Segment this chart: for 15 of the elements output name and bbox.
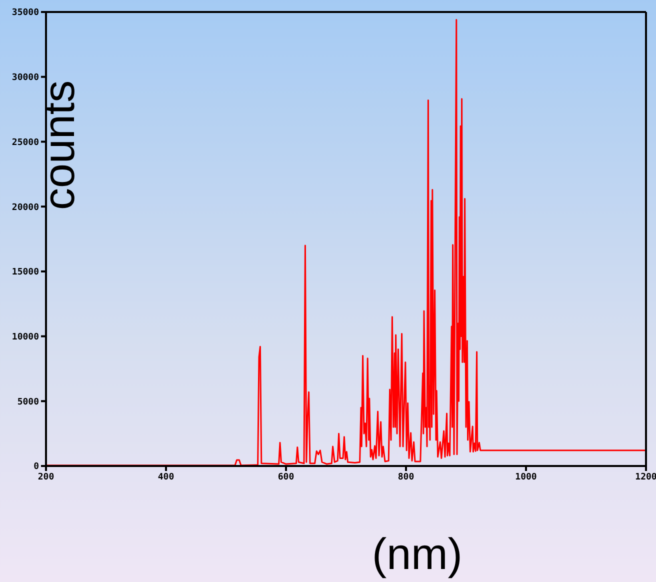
x-tick-label: 200: [38, 472, 54, 482]
x-tick-label: 400: [158, 472, 174, 482]
x-tick-label: 600: [278, 472, 294, 482]
x-axis-title: (nm): [372, 530, 462, 580]
y-tick-label: 10000: [12, 332, 39, 342]
y-tick-label: 30000: [12, 73, 39, 84]
x-tick-label: 1200: [635, 472, 656, 482]
x-tick-label: 800: [398, 472, 414, 482]
y-tick-label: 35000: [12, 8, 39, 18]
y-tick-label: 25000: [12, 138, 39, 148]
y-tick-label: 0: [34, 462, 39, 472]
x-tick-label: 1000: [515, 472, 537, 482]
y-tick-label: 5000: [17, 397, 39, 408]
y-tick-label: 15000: [12, 268, 39, 278]
y-tick-label: 20000: [12, 202, 39, 213]
